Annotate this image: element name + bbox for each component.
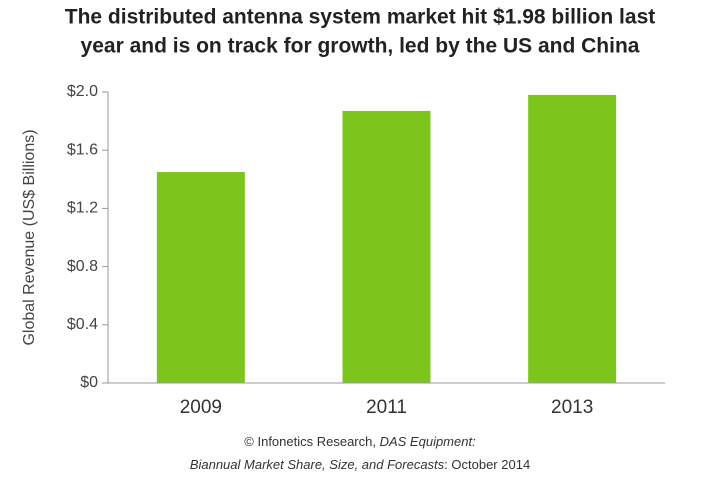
y-axis-label: Global Revenue (US$ Billions) [21,129,38,345]
y-tick-label: $0.4 [67,316,98,333]
bar [528,94,617,383]
y-tick-label: $1.6 [67,141,98,158]
source-note: Biannual Market Share, Size, and Forecas… [190,457,530,472]
x-tick-label: 2013 [551,397,593,418]
bar [342,110,431,383]
source-part: © Infonetics Research, [244,434,379,449]
source-part: : October 2014 [444,457,530,472]
source-part: DAS Equipment: [380,434,476,449]
y-tick-label: $0.8 [67,258,98,275]
y-tick-label: $1.2 [67,200,98,217]
source-part: Biannual Market Share, Size, and Forecas… [190,457,445,472]
x-tick-label: 2011 [366,397,407,418]
y-tick-label: $0 [80,374,98,391]
bar [156,172,245,383]
chart-title: The distributed antenna system market hi… [65,6,656,29]
chart-title: year and is on track for growth, led by … [81,35,640,58]
y-tick-label: $2.0 [67,83,98,100]
x-tick-label: 2009 [180,397,222,418]
source-note: © Infonetics Research, DAS Equipment: [244,434,476,449]
